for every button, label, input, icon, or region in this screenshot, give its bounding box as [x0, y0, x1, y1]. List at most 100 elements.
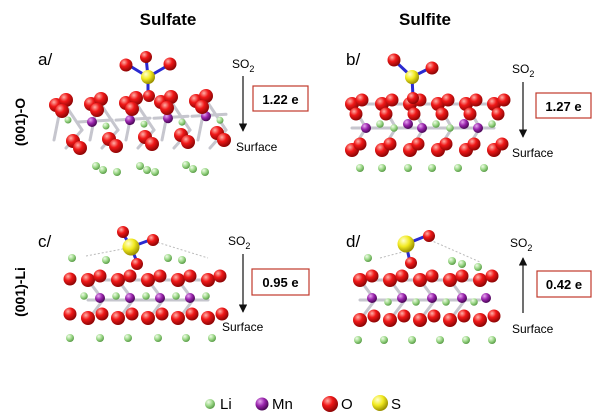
- o-atom: [468, 138, 481, 151]
- o-atom: [126, 308, 139, 321]
- o-atom: [407, 92, 419, 104]
- o-atom: [55, 104, 69, 118]
- structure-panel-c: [64, 226, 229, 342]
- mn-atom: [417, 123, 427, 133]
- li-atom: [390, 124, 398, 132]
- mn-atom: [481, 293, 491, 303]
- s-atom: [141, 70, 155, 84]
- li-atom: [404, 164, 412, 172]
- o-atom: [145, 137, 159, 151]
- li-atom: [462, 336, 470, 344]
- o-atom: [413, 313, 427, 327]
- o-atom: [408, 108, 421, 121]
- li-atom: [142, 292, 150, 300]
- panel-letter-d: d/: [346, 232, 360, 251]
- o-atom: [498, 94, 511, 107]
- o-atom: [442, 94, 455, 107]
- legend-swatch-li: [205, 399, 215, 409]
- o-atom: [380, 108, 393, 121]
- o-atom: [201, 311, 215, 325]
- o-atom: [160, 101, 174, 115]
- li-atom: [412, 298, 420, 306]
- row-label-001-o: (001)-O: [12, 98, 28, 146]
- o-atom: [81, 273, 95, 287]
- li-atom: [436, 336, 444, 344]
- li-atom: [164, 254, 172, 262]
- o-atom: [443, 273, 457, 287]
- o-atom: [354, 138, 367, 151]
- o-atom: [443, 313, 457, 327]
- li-atom: [141, 121, 148, 128]
- o-atom: [473, 313, 487, 327]
- o-atom: [186, 308, 199, 321]
- o-atom: [386, 94, 399, 107]
- li-atom: [480, 164, 488, 172]
- o-atom: [171, 273, 185, 287]
- surface-label-b: Surface: [512, 146, 554, 160]
- li-atom: [376, 120, 384, 128]
- o-atom: [436, 108, 449, 121]
- li-atom: [202, 292, 210, 300]
- charge-annotation-b: SO2 Surface 1.27 e: [512, 62, 591, 160]
- o-atom: [426, 270, 439, 283]
- o-atom: [171, 311, 185, 325]
- charge-annotation-d: SO2 Surface 0.42 e: [510, 236, 591, 336]
- mn-atom: [403, 119, 413, 129]
- li-atom: [182, 334, 190, 342]
- structure-panel-b: [345, 54, 511, 173]
- o-atom: [217, 133, 231, 147]
- o-atom: [147, 234, 159, 246]
- o-atom: [184, 270, 197, 283]
- li-atom: [428, 164, 436, 172]
- li-atom: [217, 117, 224, 124]
- li-atom: [182, 161, 190, 169]
- o-atom: [368, 310, 381, 323]
- o-atom: [124, 270, 137, 283]
- mn-atom: [457, 293, 467, 303]
- mn-atom: [397, 293, 407, 303]
- legend-swatch-o: [322, 396, 338, 412]
- o-atom: [426, 62, 439, 75]
- o-atom: [383, 273, 397, 287]
- panel-letter-c: c/: [38, 232, 52, 251]
- mn-atom: [125, 293, 135, 303]
- o-atom: [486, 270, 499, 283]
- s-atom: [405, 70, 419, 84]
- o-atom: [350, 108, 363, 121]
- li-atom: [113, 168, 121, 176]
- legend-label-mn: Mn: [272, 396, 293, 413]
- o-atom: [428, 310, 441, 323]
- o-atom: [353, 273, 367, 287]
- so2-label-b: SO2: [512, 62, 534, 79]
- o-atom: [398, 310, 411, 323]
- charge-annotation-c: SO2 Surface 0.95 e: [222, 234, 309, 334]
- o-atom: [156, 308, 169, 321]
- li-atom: [136, 162, 144, 170]
- so2-label-a: SO2: [232, 57, 254, 74]
- li-atom: [143, 166, 151, 174]
- legend-swatch-mn: [256, 398, 269, 411]
- li-atom: [488, 120, 496, 128]
- o-atom: [96, 308, 109, 321]
- li-atom: [102, 256, 110, 264]
- o-atom: [140, 51, 152, 63]
- mn-atom: [125, 115, 135, 125]
- panel-letter-b: b/: [346, 50, 360, 69]
- li-atom: [470, 298, 478, 306]
- mn-atom: [361, 123, 371, 133]
- o-atom: [81, 311, 95, 325]
- charge-value-a: 1.22 e: [262, 92, 298, 107]
- o-atom: [111, 311, 125, 325]
- li-atom: [458, 260, 466, 268]
- charge-value-b: 1.27 e: [545, 99, 581, 114]
- surface-label-c: Surface: [222, 320, 264, 334]
- o-atom: [109, 139, 123, 153]
- column-title-sulfate: Sulfate: [140, 10, 197, 29]
- mn-atom: [367, 293, 377, 303]
- li-atom: [364, 254, 372, 262]
- o-atom: [117, 226, 129, 238]
- li-atom: [384, 298, 392, 306]
- o-atom: [195, 100, 209, 114]
- o-atom: [120, 59, 133, 72]
- o-atom: [440, 138, 453, 151]
